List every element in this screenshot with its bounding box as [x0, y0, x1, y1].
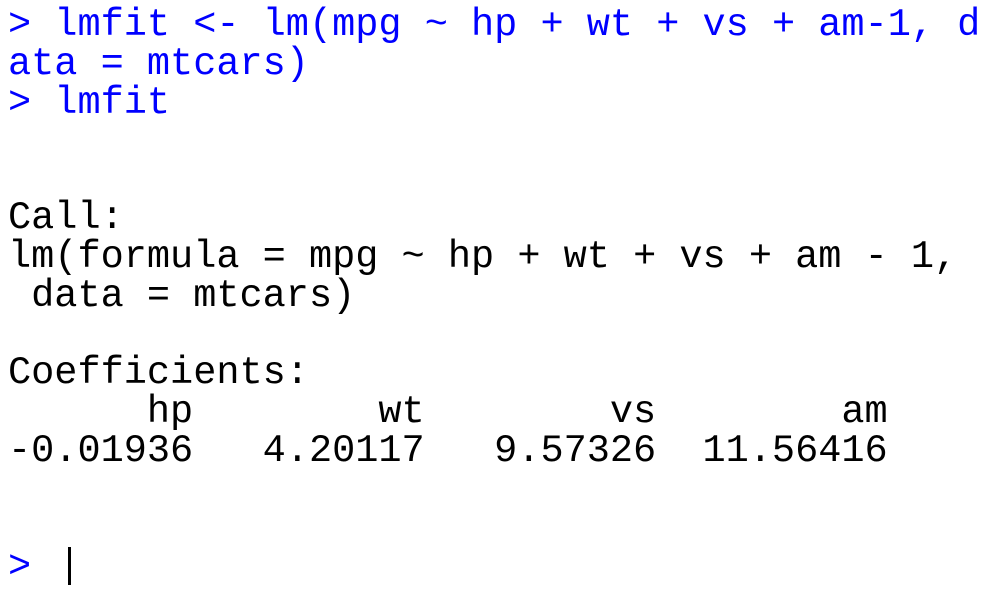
- text-cursor: [68, 547, 71, 585]
- coef-value: 11.56416: [702, 429, 888, 473]
- coef-name: hp: [146, 390, 194, 434]
- coef-value: 4.20117: [262, 429, 425, 473]
- coef-value: 9.57326: [494, 429, 657, 473]
- coef-heading: Coefficients:: [8, 351, 309, 395]
- call-line: data = mtcars): [8, 274, 356, 318]
- coef-value: -0.01936: [8, 429, 194, 473]
- input-line: > lmfit: [8, 81, 171, 125]
- coef-name: vs: [609, 390, 657, 434]
- coef-names-row: hp wt vs am: [8, 393, 888, 432]
- coef-name: wt: [378, 390, 425, 434]
- input-line: > lmfit <- lm(mpg ~ hp + wt + vs + am-1,…: [8, 3, 981, 47]
- input-line: ata = mtcars): [8, 42, 309, 86]
- coef-name: am: [841, 390, 888, 434]
- coef-values-row: -0.01936 4.20117 9.57326 11.56416: [8, 432, 888, 471]
- call-heading: Call:: [8, 196, 124, 240]
- prompt: >: [8, 545, 32, 589]
- call-line: lm(formula = mpg ~ hp + wt + vs + am - 1…: [8, 235, 958, 279]
